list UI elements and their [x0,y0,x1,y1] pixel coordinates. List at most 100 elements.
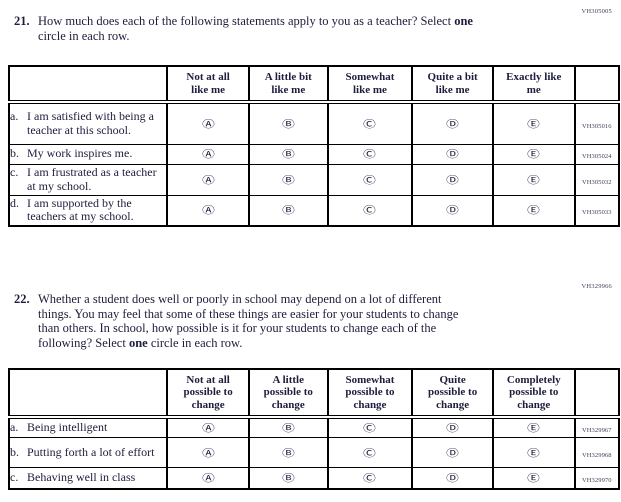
row-statement: My work inspires me. [27,146,133,161]
question-text-segment: following? Select [38,335,129,350]
answer-circle-d[interactable]: Ⓓ [446,472,459,485]
row-letter: a. [10,420,19,435]
question-text-segment: than others. In school, how possible is … [38,321,437,335]
table-row-q21a: a. I am satisfied with being a teacher at… [7,101,621,145]
answer-circle-d[interactable]: Ⓓ [446,148,459,161]
column-header-a-little-possible: A little possible to change [247,368,329,419]
answer-circle-b[interactable]: Ⓑ [281,148,295,161]
row-accession-code: VH305016 [581,122,612,130]
answer-circle-a[interactable]: Ⓐ [201,118,215,131]
answer-circle-e[interactable]: Ⓔ [527,472,541,485]
answer-cell: Ⓒ [326,416,414,438]
answer-circle-a[interactable]: Ⓐ [201,204,215,217]
answer-circle-a[interactable]: Ⓐ [201,422,215,435]
table-row-q21b: b. My work inspires me. Ⓐ Ⓑ Ⓒ Ⓓ Ⓔ VH30502… [7,143,621,165]
answer-circle-e[interactable]: Ⓔ [527,422,541,435]
answer-circle-d[interactable]: Ⓓ [446,447,459,459]
answer-circle-a[interactable]: Ⓐ [201,447,215,459]
empty-code-header-cell [573,65,621,104]
answer-circle-e[interactable]: Ⓔ [527,174,541,186]
answer-circle-b[interactable]: Ⓑ [281,472,295,485]
answer-circle-b[interactable]: Ⓑ [281,174,295,186]
answer-circle-d[interactable]: Ⓓ [446,422,459,435]
answer-cell: Ⓔ [491,101,576,145]
answer-cell: Ⓔ [491,437,576,468]
answer-circle-b[interactable]: Ⓑ [281,204,295,217]
answer-circle-c[interactable]: Ⓒ [363,118,377,131]
statement-cell: d. I am supported by the teachers at my s… [7,194,169,227]
code-cell: VH305024 [573,143,621,165]
question-line: Whether a student does well or poorly in… [38,292,458,307]
row-statement: Being intelligent [27,420,108,435]
question-text-bold: one [454,14,473,28]
question-21-text: How much does each of the following stat… [38,14,473,44]
table-row-q22c: c. Behaving well in class Ⓐ Ⓑ Ⓒ Ⓓ Ⓔ VH329… [7,467,621,489]
column-header-quite-possible: Quite possible to change [411,368,494,419]
table-row-q21c: c. I am frustrated as a teacher at my sch… [7,163,621,196]
answer-cell: Ⓐ [166,101,250,145]
answer-cell: Ⓒ [326,143,414,165]
answer-cell: Ⓐ [166,467,250,489]
answer-circle-e[interactable]: Ⓔ [527,118,541,131]
q21-header-row: Not at all like me A little bit like me So… [7,65,621,104]
answer-cell: Ⓐ [166,143,250,165]
row-accession-code: VH329967 [581,427,612,434]
statement-cell: b. Putting forth a lot of effort [7,437,169,468]
statement-cell: b. My work inspires me. [7,143,169,165]
empty-code-header-cell [573,368,621,419]
row-letter: c. [10,165,19,179]
answer-circle-d[interactable]: Ⓓ [446,174,459,186]
question-line: than others. In school, how possible is … [38,321,458,336]
answer-circle-a[interactable]: Ⓐ [201,472,215,485]
answer-circle-e[interactable]: Ⓔ [527,447,541,459]
answer-circle-e[interactable]: Ⓔ [527,148,541,161]
answer-cell: Ⓓ [411,101,494,145]
answer-cell: Ⓓ [411,163,494,196]
answer-circle-a[interactable]: Ⓐ [201,148,215,161]
question-text-segment: circle in each row. [38,29,130,43]
answer-circle-c[interactable]: Ⓒ [363,174,377,186]
column-header-exactly-like: Exactly like me [491,65,576,104]
question-line: following? Select one circle in each row… [38,336,458,351]
answer-circle-c[interactable]: Ⓒ [363,204,377,217]
table-row-q22b: b. Putting forth a lot of effort Ⓐ Ⓑ Ⓒ Ⓓ … [7,437,621,468]
row-statement: I am satisfied with being a teacher at t… [27,109,154,137]
answer-circle-b[interactable]: Ⓑ [281,422,295,435]
empty-header-cell [7,368,169,419]
row-statement: Behaving well in class [27,470,136,484]
answer-cell: Ⓑ [247,467,329,489]
answer-cell: Ⓐ [166,416,250,438]
answer-circle-e[interactable]: Ⓔ [527,204,541,217]
answer-circle-b[interactable]: Ⓑ [281,447,295,459]
answer-circle-c[interactable]: Ⓒ [363,422,377,435]
answer-circle-a[interactable]: Ⓐ [201,174,215,186]
column-header-somewhat-possible: Somewhat possible to change [326,368,414,419]
column-header-quite-a-bit: Quite a bit like me [411,65,494,104]
answer-cell: Ⓔ [491,467,576,489]
answer-cell: Ⓐ [166,163,250,196]
question-line: How much does each of the following stat… [38,14,473,29]
question-22: 22. Whether a student does well or poorl… [14,292,458,350]
answer-circle-c[interactable]: Ⓒ [363,447,377,459]
answer-cell: Ⓑ [247,437,329,468]
row-letter: d. [10,195,19,210]
answer-circle-c[interactable]: Ⓒ [363,472,377,485]
statement-cell: c. Behaving well in class [7,467,169,489]
question-text-segment: things. You may feel that some of these … [38,306,459,321]
answer-cell: Ⓒ [326,467,414,489]
q21-response-table: Not at all like me A little bit like me So… [7,65,621,227]
answer-cell: Ⓒ [326,101,414,145]
code-cell: VH329968 [573,437,621,468]
row-accession-code: VH329968 [581,451,612,459]
column-header-not-at-all-possible: Not at all possible to change [166,368,250,419]
answer-circle-d[interactable]: Ⓓ [446,204,459,217]
answer-cell: Ⓓ [411,143,494,165]
answer-circle-b[interactable]: Ⓑ [281,118,295,131]
answer-circle-d[interactable]: Ⓓ [446,118,459,131]
q22-header-row: Not at all possible to change A little poss… [7,368,621,419]
statement-cell: a. I am satisfied with being a teacher at… [7,101,169,145]
answer-circle-c[interactable]: Ⓒ [363,148,377,161]
answer-cell: Ⓑ [247,416,329,438]
question-22-text: Whether a student does well or poorly in… [38,292,458,350]
